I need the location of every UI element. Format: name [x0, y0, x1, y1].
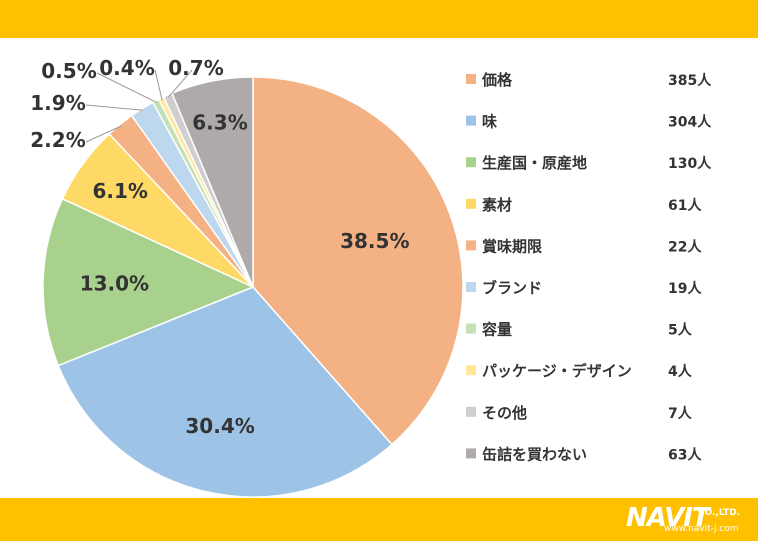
legend-label-4: 賞味期限 [482, 237, 542, 255]
legend-label-1: 味 [482, 113, 497, 131]
percent-label-9: 6.3% [192, 110, 247, 134]
legend-label-6: 容量 [481, 321, 512, 339]
legend-swatch-1 [466, 115, 476, 126]
legend-count-3: 61人 [668, 197, 702, 214]
logo-suffix: CO.,LTD. [698, 508, 741, 518]
percent-label-7: 0.4% [99, 56, 154, 80]
percent-label-3: 6.1% [92, 179, 147, 203]
percent-label-2: 13.0% [80, 272, 149, 296]
percent-label-4: 2.2% [30, 128, 85, 152]
bottom-band [0, 498, 758, 541]
slice-1 [57, 286, 393, 498]
legend-count-7: 4人 [668, 363, 693, 380]
slice-0 [252, 76, 464, 446]
legend-swatch-6 [466, 323, 476, 334]
leader-line-7 [154, 69, 163, 101]
percent-label-5: 1.9% [30, 91, 85, 115]
legend-count-1: 304人 [668, 114, 712, 131]
legend-label-7: パッケージ・デザイン [482, 362, 632, 380]
legend-label-8: その他 [482, 404, 527, 422]
leader-line-6 [96, 72, 158, 104]
logo-url: www.navit-j.com [664, 524, 739, 534]
legend-swatch-2 [466, 157, 476, 168]
navit-logo: NAVIT CO.,LTD. www.navit-j.com [626, 504, 752, 536]
percent-label-8: 0.7% [168, 56, 223, 80]
legend-count-6: 5人 [668, 322, 693, 339]
percent-label-0: 38.5% [340, 229, 409, 253]
leader-line-5 [85, 104, 144, 111]
legend-count-0: 385人 [668, 72, 712, 89]
legend-label-5: ブランド [482, 279, 542, 297]
legend-count-9: 63人 [668, 446, 702, 463]
leader-line-8 [168, 69, 193, 98]
legend-count-5: 19人 [668, 280, 702, 297]
percent-label-6: 0.5% [41, 59, 96, 83]
leader-lines [85, 69, 193, 143]
legend-label-3: 素材 [482, 196, 512, 214]
legend-swatch-3 [466, 198, 476, 209]
legend-label-2: 生産国・原産地 [482, 154, 587, 172]
leader-line-4 [85, 125, 122, 143]
pie-slices [42, 76, 464, 498]
logo-name: NAVIT [626, 503, 710, 533]
legend-count-8: 7人 [668, 405, 693, 422]
legend-swatch-7 [466, 365, 476, 376]
pie-chart: 38.5% 30.4% 13.0% 6.1% 2.2% 1.9% 0.5% 0.4% 0.7% 6… [30, 56, 712, 498]
percent-label-1: 30.4% [185, 414, 254, 438]
legend-count-4: 22人 [668, 238, 702, 255]
top-band [0, 0, 758, 38]
legend-label-0: 価格 [481, 71, 513, 89]
legend-label-9: 缶詰を買わない [482, 445, 587, 463]
legend-count-2: 130人 [668, 155, 712, 172]
percent-labels: 38.5% 30.4% 13.0% 6.1% 2.2% 1.9% 0.5% 0.4% 0.7% 6… [30, 56, 409, 438]
legend-swatch-5 [466, 282, 476, 292]
legend-swatch-8 [466, 406, 476, 417]
legend-swatch-4 [466, 240, 476, 251]
legend-swatch-9 [466, 448, 476, 459]
legend-swatch-0 [466, 74, 476, 84]
slice-2 [42, 197, 255, 367]
